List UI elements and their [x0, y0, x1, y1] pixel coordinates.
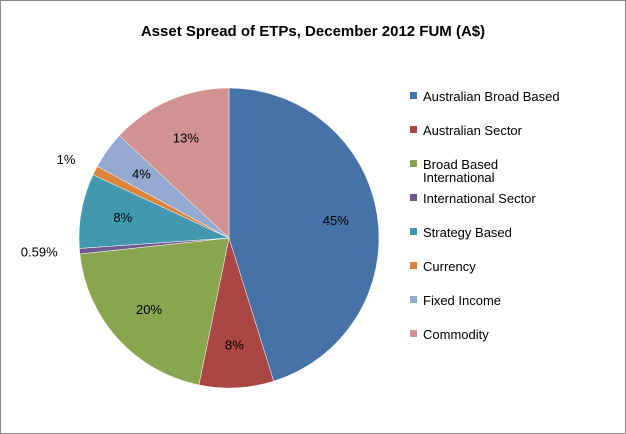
pie-slice	[79, 237, 230, 386]
legend-item: Australian Sector	[410, 122, 590, 156]
legend-swatch	[410, 296, 417, 303]
legend-label: Fixed Income	[423, 293, 502, 308]
data-label: 20%	[136, 302, 162, 317]
pie-slice	[228, 87, 380, 382]
legend-item: Broad Based International	[410, 156, 590, 190]
legend-swatch	[410, 262, 417, 269]
data-label: 0.59%	[21, 245, 58, 260]
legend-swatch	[410, 160, 417, 167]
chart-title: Asset Spread of ETPs, December 2012 FUM …	[141, 23, 485, 40]
legend-label: Australian Sector	[423, 123, 522, 138]
legend-label: Strategy Based	[423, 225, 512, 240]
legend-item: International Sector	[410, 190, 590, 224]
legend-item: Commodity	[410, 326, 590, 360]
legend-item: Currency	[410, 258, 590, 292]
legend-item: Strategy Based	[410, 224, 590, 258]
data-label: 13%	[173, 130, 199, 145]
legend-swatch	[410, 126, 417, 133]
data-label: 8%	[113, 210, 132, 225]
pie-slice	[118, 87, 230, 239]
legend-label: Commodity	[423, 327, 489, 342]
legend-item: Australian Broad Based	[410, 88, 590, 122]
legend-swatch	[410, 92, 417, 99]
data-label: 4%	[132, 166, 151, 181]
data-label: 8%	[225, 337, 244, 352]
legend: Australian Broad Based Australian Sector B…	[410, 88, 590, 360]
data-label: 45%	[323, 213, 349, 228]
legend-label: Broad Based International	[423, 157, 499, 185]
legend-swatch	[410, 228, 417, 235]
legend-label: International Sector	[423, 191, 536, 206]
legend-label: Currency	[423, 259, 476, 274]
legend-item: Fixed Income	[410, 292, 590, 326]
legend-swatch	[410, 194, 417, 201]
data-label: 1%	[57, 152, 76, 167]
legend-label: Australian Broad Based	[423, 89, 560, 104]
legend-swatch	[410, 330, 417, 337]
